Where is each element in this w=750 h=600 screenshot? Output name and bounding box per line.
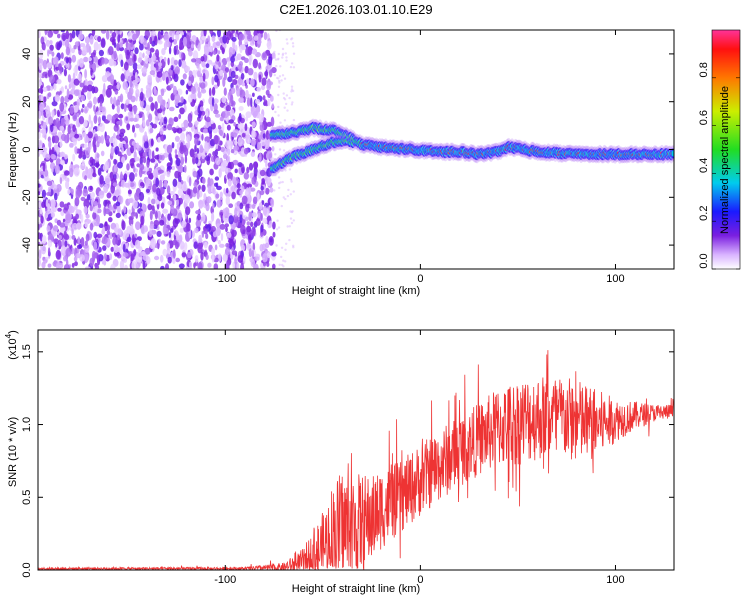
snr-y-multiplier: (x104) [4, 330, 19, 360]
spectrogram-y-tick-label: 0 [21, 146, 33, 152]
spectrogram-image [38, 30, 674, 269]
colorbar-axis: 0.0 0.2 0.4 0.6 0.8 [698, 62, 740, 270]
snr-y-multiplier-base: (x10 [7, 338, 19, 359]
snr-x-tick-label: 100 [606, 574, 624, 586]
snr-y-axis: 0.0 0.5 1.0 1.5 [21, 344, 674, 578]
colorbar-label: Normalized spectral amplitude [719, 86, 731, 234]
spectrogram-y-axis: -40 -20 0 20 40 [21, 48, 674, 253]
snr-x-label: Height of straight line (km) [292, 583, 420, 595]
spectrogram-panel: -100 0 100 -40 -20 0 20 40 Height of straight … [7, 29, 675, 297]
spectrogram-x-tick-label: 100 [606, 273, 624, 285]
snr-x-tick-label: 0 [417, 574, 423, 586]
snr-y-label: SNR (10 * v/v) [7, 417, 19, 487]
snr-y-multiplier-close: ) [7, 330, 19, 334]
snr-y-tick-label: 1.0 [21, 417, 33, 432]
spectrogram-x-tick-label: 0 [417, 273, 423, 285]
spectrogram-y-tick-label: -20 [21, 189, 33, 205]
spectrogram-y-tick-label: -40 [21, 237, 33, 253]
snr-frame [37, 329, 675, 571]
svg-text:(x104): (x104) [4, 330, 19, 360]
snr-y-multiplier-exponent: 4 [4, 333, 13, 338]
colorbar-tick-label: 0.2 [698, 206, 710, 221]
snr-x-tick-label: -100 [214, 574, 236, 586]
colorbar-gradient [712, 30, 740, 269]
snr-y-tick-label: 1.5 [21, 344, 33, 359]
spectrogram-x-label: Height of straight line (km) [292, 285, 420, 297]
spectrogram-x-axis: -100 0 100 [214, 30, 625, 285]
snr-series-line [38, 350, 674, 570]
colorbar-tick-label: 0.8 [698, 62, 710, 77]
colorbar: 0.0 0.2 0.4 0.6 0.8 Normalized spectral ampl… [698, 29, 741, 270]
snr-x-axis: -100 0 100 [214, 330, 625, 586]
colorbar-tick-label: 0.4 [698, 158, 710, 173]
colorbar-tick-label: 0.0 [698, 253, 710, 268]
colorbar-frame [711, 29, 741, 270]
chart-title: C2E1.2026.103.01.10.E29 [279, 2, 432, 17]
snr-panel: -100 0 100 0.0 0.5 1.0 1.5 Height of straight… [4, 329, 675, 595]
colorbar-tick-label: 0.6 [698, 110, 710, 125]
snr-y-tick-label: 0.0 [21, 562, 33, 577]
spectrogram-x-tick-label: -100 [214, 273, 236, 285]
spectrogram-y-tick-label: 40 [21, 48, 33, 60]
snr-y-tick-label: 0.5 [21, 490, 33, 505]
spectrogram-y-tick-label: 20 [21, 96, 33, 108]
spectrogram-y-label: Frequency (Hz) [7, 112, 19, 188]
